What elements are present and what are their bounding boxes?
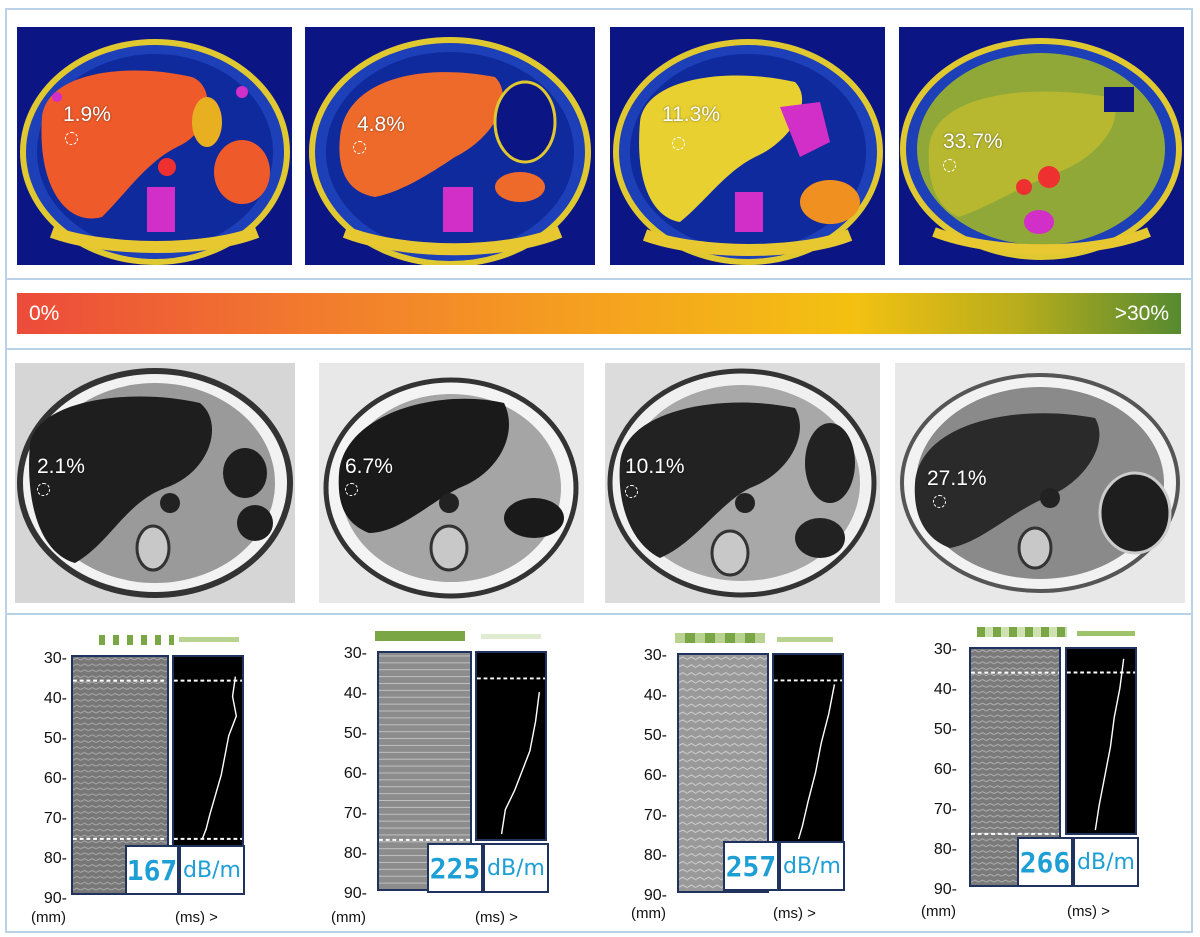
roi-marker: [37, 483, 50, 496]
roi-marker: [353, 141, 366, 154]
mri-image-3: 10.1%: [605, 363, 880, 603]
attenuation-signal-plot: [1065, 647, 1137, 835]
abdomen-scan-image: [900, 38, 1182, 260]
signal-indicator-strip: [179, 637, 239, 642]
signal-indicator-strip: [977, 627, 1067, 637]
depth-tick: 50-: [933, 721, 957, 738]
abdomen-scan-image: [309, 37, 591, 265]
depth-tick: 30-: [933, 641, 957, 658]
depth-tick: 50-: [643, 727, 667, 744]
roi-marker: [933, 495, 946, 508]
abdomen-mri-image: [15, 363, 295, 603]
mri-value-label: 27.1%: [927, 467, 987, 490]
mri-image-row: 2.1% 6.7% 10.1%: [5, 348, 1193, 613]
depth-tick: 40-: [643, 687, 667, 704]
depth-tick: 60-: [43, 770, 67, 787]
scale-min-label: 0%: [29, 302, 60, 325]
roi-marker: [625, 485, 638, 498]
pdff-map-3: 11.3%: [610, 27, 885, 265]
color-scale-section: 0% >30%: [5, 278, 1193, 348]
cap-unit-display: dB/m: [179, 845, 245, 895]
abdomen-scan-image: [20, 39, 290, 265]
pdff-value-label: 33.7%: [943, 130, 1003, 153]
depth-tick: 40-: [343, 685, 367, 702]
depth-tick: 40-: [43, 690, 67, 707]
signal-indicator-strip: [99, 635, 174, 645]
abdomen-mri-image: [895, 363, 1185, 603]
cap-value-display: 257: [723, 841, 779, 891]
mri-image-1: 2.1%: [15, 363, 295, 603]
depth-tick: 90-: [933, 881, 957, 898]
depth-tick: 80-: [643, 847, 667, 864]
mri-value-label: 2.1%: [37, 455, 85, 478]
fat-fraction-color-scale: 0% >30%: [17, 293, 1181, 334]
depth-tick: 70-: [343, 805, 367, 822]
signal-indicator-strip: [675, 633, 765, 643]
signal-indicator-strip: [777, 637, 833, 642]
roi-marker: [345, 483, 358, 496]
cap-panel-4: 30- 40- 50- 60- 70- 80- 90- 266 dB/m (mm…: [917, 615, 1200, 933]
abdomen-scan-image: [613, 39, 883, 265]
depth-tick: 80-: [343, 845, 367, 862]
depth-tick: 70-: [933, 801, 957, 818]
depth-tick: 90-: [343, 885, 367, 902]
mri-image-2: 6.7%: [319, 363, 584, 603]
pdff-map-1: 1.9%: [17, 27, 292, 265]
abdomen-mri-image: [319, 363, 584, 603]
cap-value-display: 266: [1017, 837, 1073, 887]
depth-unit-label: (mm): [331, 909, 366, 926]
pdff-value-label: 4.8%: [357, 113, 405, 136]
depth-unit-label: (mm): [631, 905, 666, 922]
depth-tick: 60-: [933, 761, 957, 778]
depth-tick: 60-: [643, 767, 667, 784]
pdff-value-label: 1.9%: [63, 103, 111, 126]
depth-tick: 30-: [43, 650, 67, 667]
cap-unit-display: dB/m: [483, 843, 549, 893]
pdff-map-2: 4.8%: [305, 27, 595, 265]
mri-value-label: 6.7%: [345, 455, 393, 478]
scale-max-label: >30%: [1114, 302, 1169, 325]
depth-tick: 80-: [933, 841, 957, 858]
depth-tick: 60-: [343, 765, 367, 782]
signal-indicator-strip: [375, 631, 465, 641]
time-unit-label: (ms) >: [1067, 903, 1110, 920]
roi-marker: [65, 132, 78, 145]
signal-indicator-strip: [1077, 631, 1135, 636]
abdomen-mri-image: [605, 363, 880, 603]
depth-unit-label: (mm): [31, 909, 66, 926]
depth-tick: 30-: [343, 645, 367, 662]
depth-tick: 50-: [43, 730, 67, 747]
cap-unit-display: dB/m: [779, 841, 845, 891]
pdff-map-row: 1.9% 4.8% 11.3%: [5, 8, 1193, 278]
mri-image-4: 27.1%: [895, 363, 1185, 603]
cap-panel-3: 30- 40- 50- 60- 70- 80- 90- 257 dB/m (mm…: [627, 615, 917, 933]
cap-panel-2: 30- 40- 50- 60- 70- 80- 90- 225 dB/m (mm…: [327, 615, 617, 933]
depth-tick: 40-: [933, 681, 957, 698]
depth-unit-label: (mm): [921, 903, 956, 920]
signal-indicator-strip: [481, 634, 541, 639]
cap-panel-1: 30- 40- 50- 60- 70- 80- 90- 167 dB/m (mm…: [27, 615, 317, 933]
roi-marker: [943, 159, 956, 172]
depth-tick: 80-: [43, 850, 67, 867]
depth-tick: 50-: [343, 725, 367, 742]
cap-measurement-row: 30- 40- 50- 60- 70- 80- 90- 167 dB/m (mm…: [5, 613, 1193, 933]
depth-tick: 70-: [643, 807, 667, 824]
time-unit-label: (ms) >: [475, 909, 518, 926]
depth-tick: 30-: [643, 647, 667, 664]
depth-tick: 90-: [43, 890, 67, 907]
time-unit-label: (ms) >: [773, 905, 816, 922]
mri-value-label: 10.1%: [625, 455, 685, 478]
attenuation-signal-plot: [475, 651, 547, 841]
cap-value-display: 167: [125, 845, 179, 895]
depth-tick: 70-: [43, 810, 67, 827]
roi-marker: [672, 137, 685, 150]
depth-tick: 90-: [643, 887, 667, 904]
pdff-value-label: 11.3%: [662, 103, 720, 126]
cap-unit-display: dB/m: [1073, 837, 1139, 887]
time-unit-label: (ms) >: [175, 909, 218, 926]
pdff-map-4: 33.7%: [899, 27, 1184, 265]
cap-value-display: 225: [427, 843, 483, 893]
attenuation-signal-plot: [772, 653, 844, 843]
